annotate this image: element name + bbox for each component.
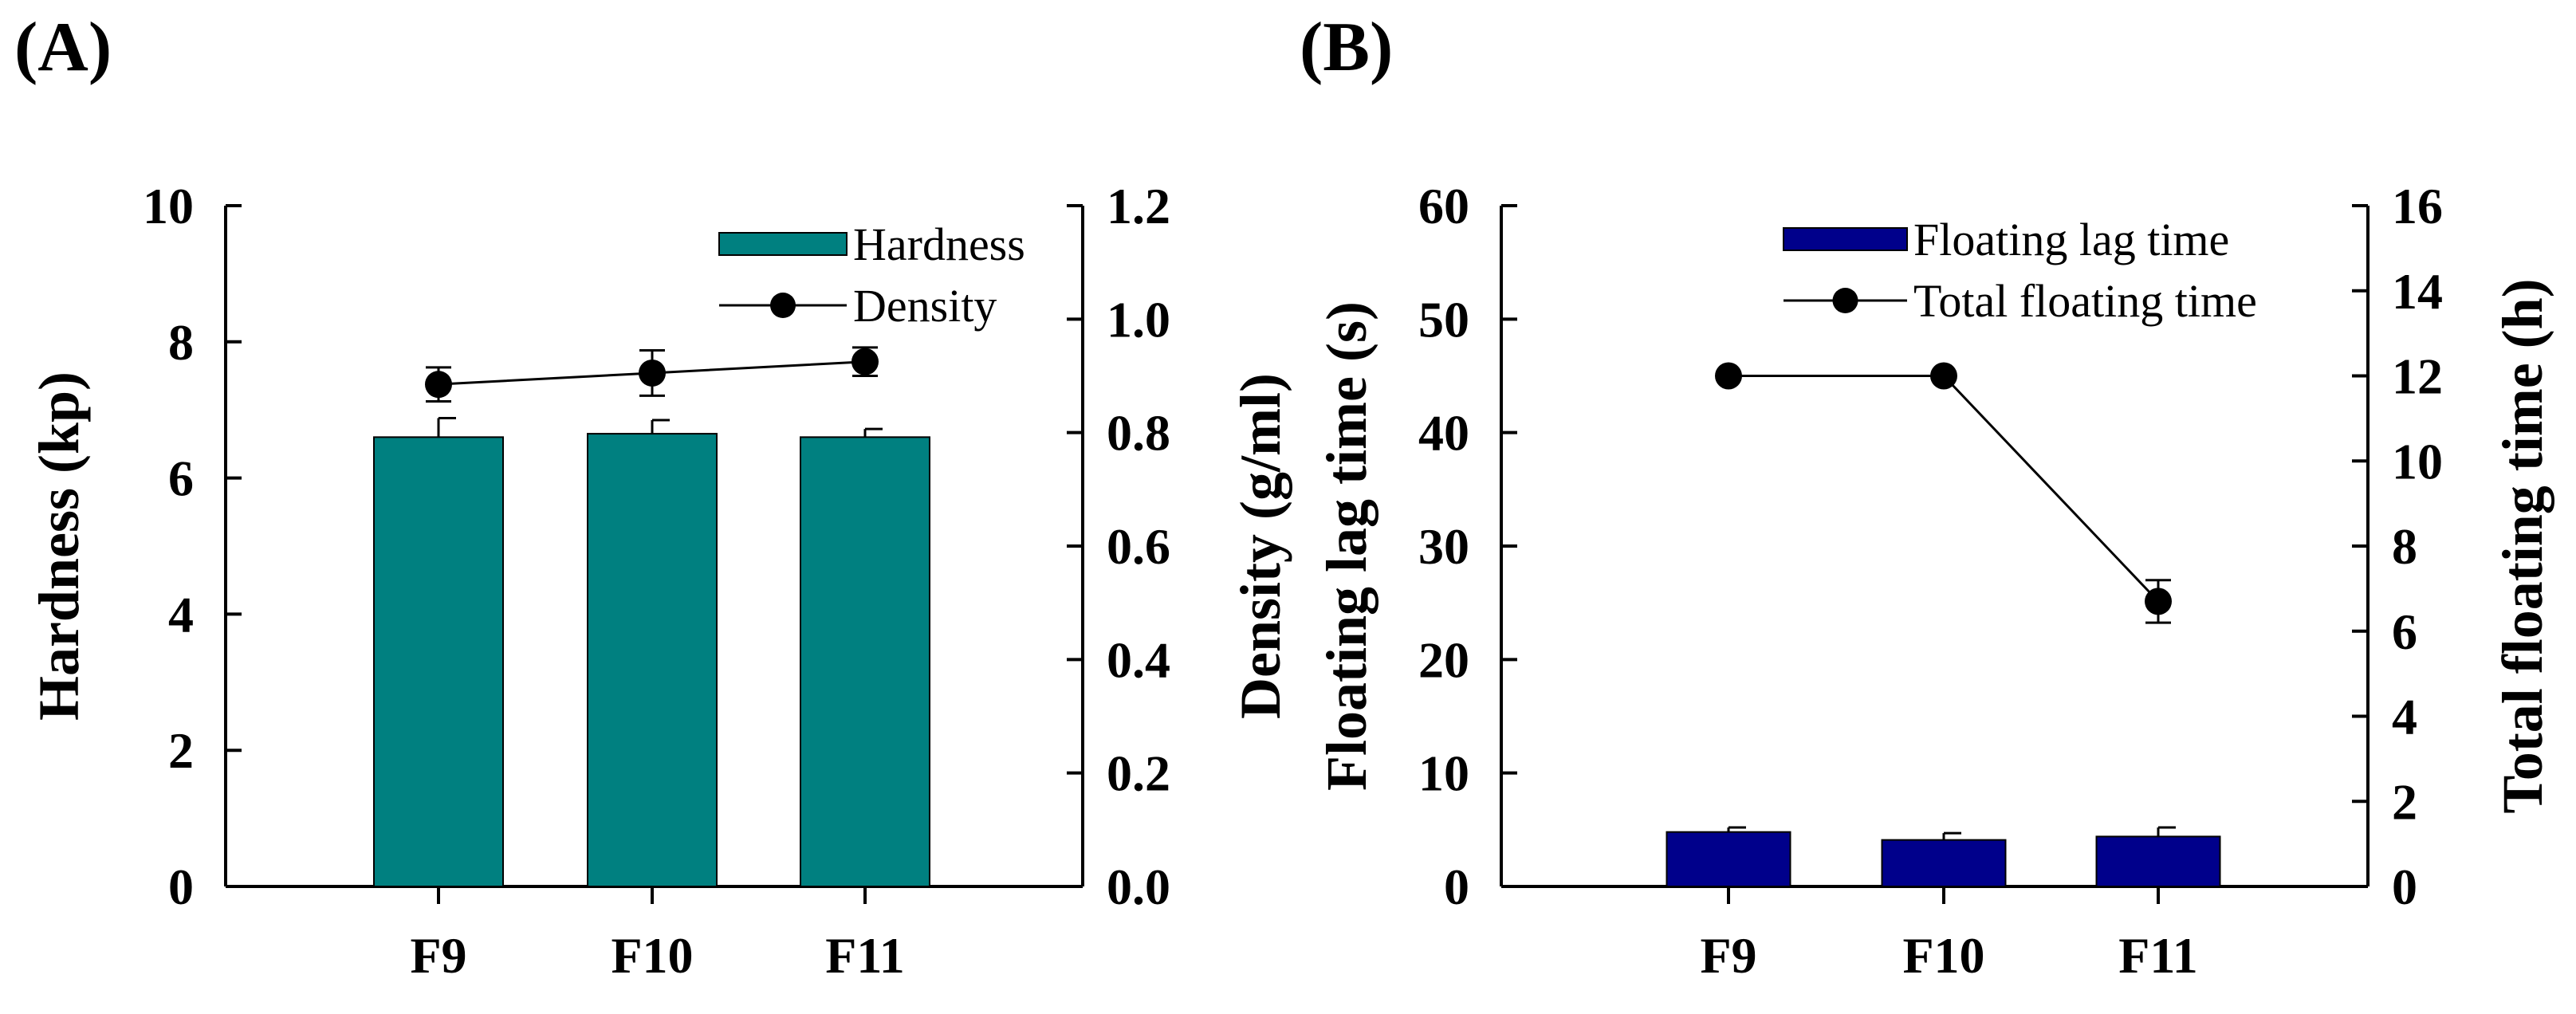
right-tick-label: 0.4: [1107, 631, 1170, 688]
left-tick-label: 0: [1444, 859, 1469, 915]
data-point: [1715, 362, 1742, 390]
right-tick-label: 16: [2392, 178, 2443, 234]
right-tick-label: 10: [2392, 433, 2443, 489]
data-point: [851, 348, 879, 375]
right-tick-label: 4: [2392, 689, 2417, 745]
left-tick-label: 10: [143, 178, 194, 234]
left-tick-label: 20: [1418, 631, 1469, 688]
left-tick-label: 30: [1418, 518, 1469, 575]
bar: [2095, 835, 2221, 887]
legend-label: Density: [853, 280, 997, 332]
x-tick-label: F11: [2118, 927, 2198, 984]
right-tick-label: 0.0: [1107, 859, 1170, 915]
right-tick-label: 1.2: [1107, 178, 1170, 234]
legend-marker: [1832, 288, 1858, 313]
x-tick-label: F10: [1902, 927, 1984, 984]
data-point: [639, 359, 666, 387]
right-tick-label: 1.0: [1107, 291, 1170, 348]
x-tick-label: F9: [1700, 927, 1756, 984]
x-tick-label: F10: [611, 927, 693, 984]
left-tick-label: 60: [1418, 178, 1469, 234]
right-tick-label: 14: [2392, 263, 2443, 320]
legend-marker: [770, 293, 796, 318]
legend-swatch-bar: [1783, 227, 1908, 251]
bar: [373, 436, 504, 887]
left-tick-label: 8: [168, 314, 194, 371]
right-tick-label: 0.8: [1107, 405, 1170, 462]
right-tick-label: 12: [2392, 348, 2443, 405]
left-tick-label: 10: [1418, 745, 1469, 802]
bar: [1881, 839, 2007, 887]
bar: [587, 433, 718, 887]
left-tick-label: 40: [1418, 405, 1469, 462]
data-point: [425, 371, 452, 399]
left-tick-label: 2: [168, 722, 194, 779]
chart-panel-a: (A) 0 2 4 6 8 10 0.0 0.2 0.4 0.6 0.8 1.0 1.2 F9 F10 F11 H…: [14, 9, 1292, 984]
left-tick-label: 50: [1418, 291, 1469, 348]
legend-label: Hardness: [853, 218, 1025, 270]
right-axis-title: Total floating time (h): [2491, 278, 2554, 813]
legend-label: Total floating time: [1913, 275, 2257, 327]
panel-label: (A): [14, 9, 112, 86]
data-point: [2145, 588, 2172, 615]
x-tick-label: F9: [410, 927, 466, 984]
chart-panel-b: (B) 0 10 20 30 40 50 60 0 2 4 6 8 10 12 14 16 F9 F10 F11 Flo…: [1300, 9, 2554, 984]
bar: [800, 436, 930, 887]
series-line: [1728, 375, 2160, 603]
left-axis-title: Hardness (kp): [27, 371, 91, 721]
left-tick-label: 4: [168, 586, 194, 643]
right-tick-label: 8: [2392, 518, 2417, 575]
right-axis-title: Density (g/ml): [1229, 373, 1292, 719]
data-point: [1930, 362, 1957, 390]
right-tick-label: 2: [2392, 773, 2417, 830]
right-tick-label: 0: [2392, 859, 2417, 915]
bar: [1666, 831, 1791, 888]
left-tick-label: 6: [168, 450, 194, 507]
panel-label: (B): [1300, 9, 1393, 86]
right-tick-label: 0.6: [1107, 518, 1170, 575]
legend-label: Floating lag time: [1913, 214, 2229, 265]
left-tick-label: 0: [168, 859, 194, 915]
right-tick-label: 0.2: [1107, 745, 1170, 802]
right-tick-label: 6: [2392, 603, 2417, 660]
legend-swatch-bar: [718, 232, 848, 256]
x-tick-label: F11: [825, 927, 905, 984]
left-axis-title: Floating lag time (s): [1315, 301, 1378, 791]
